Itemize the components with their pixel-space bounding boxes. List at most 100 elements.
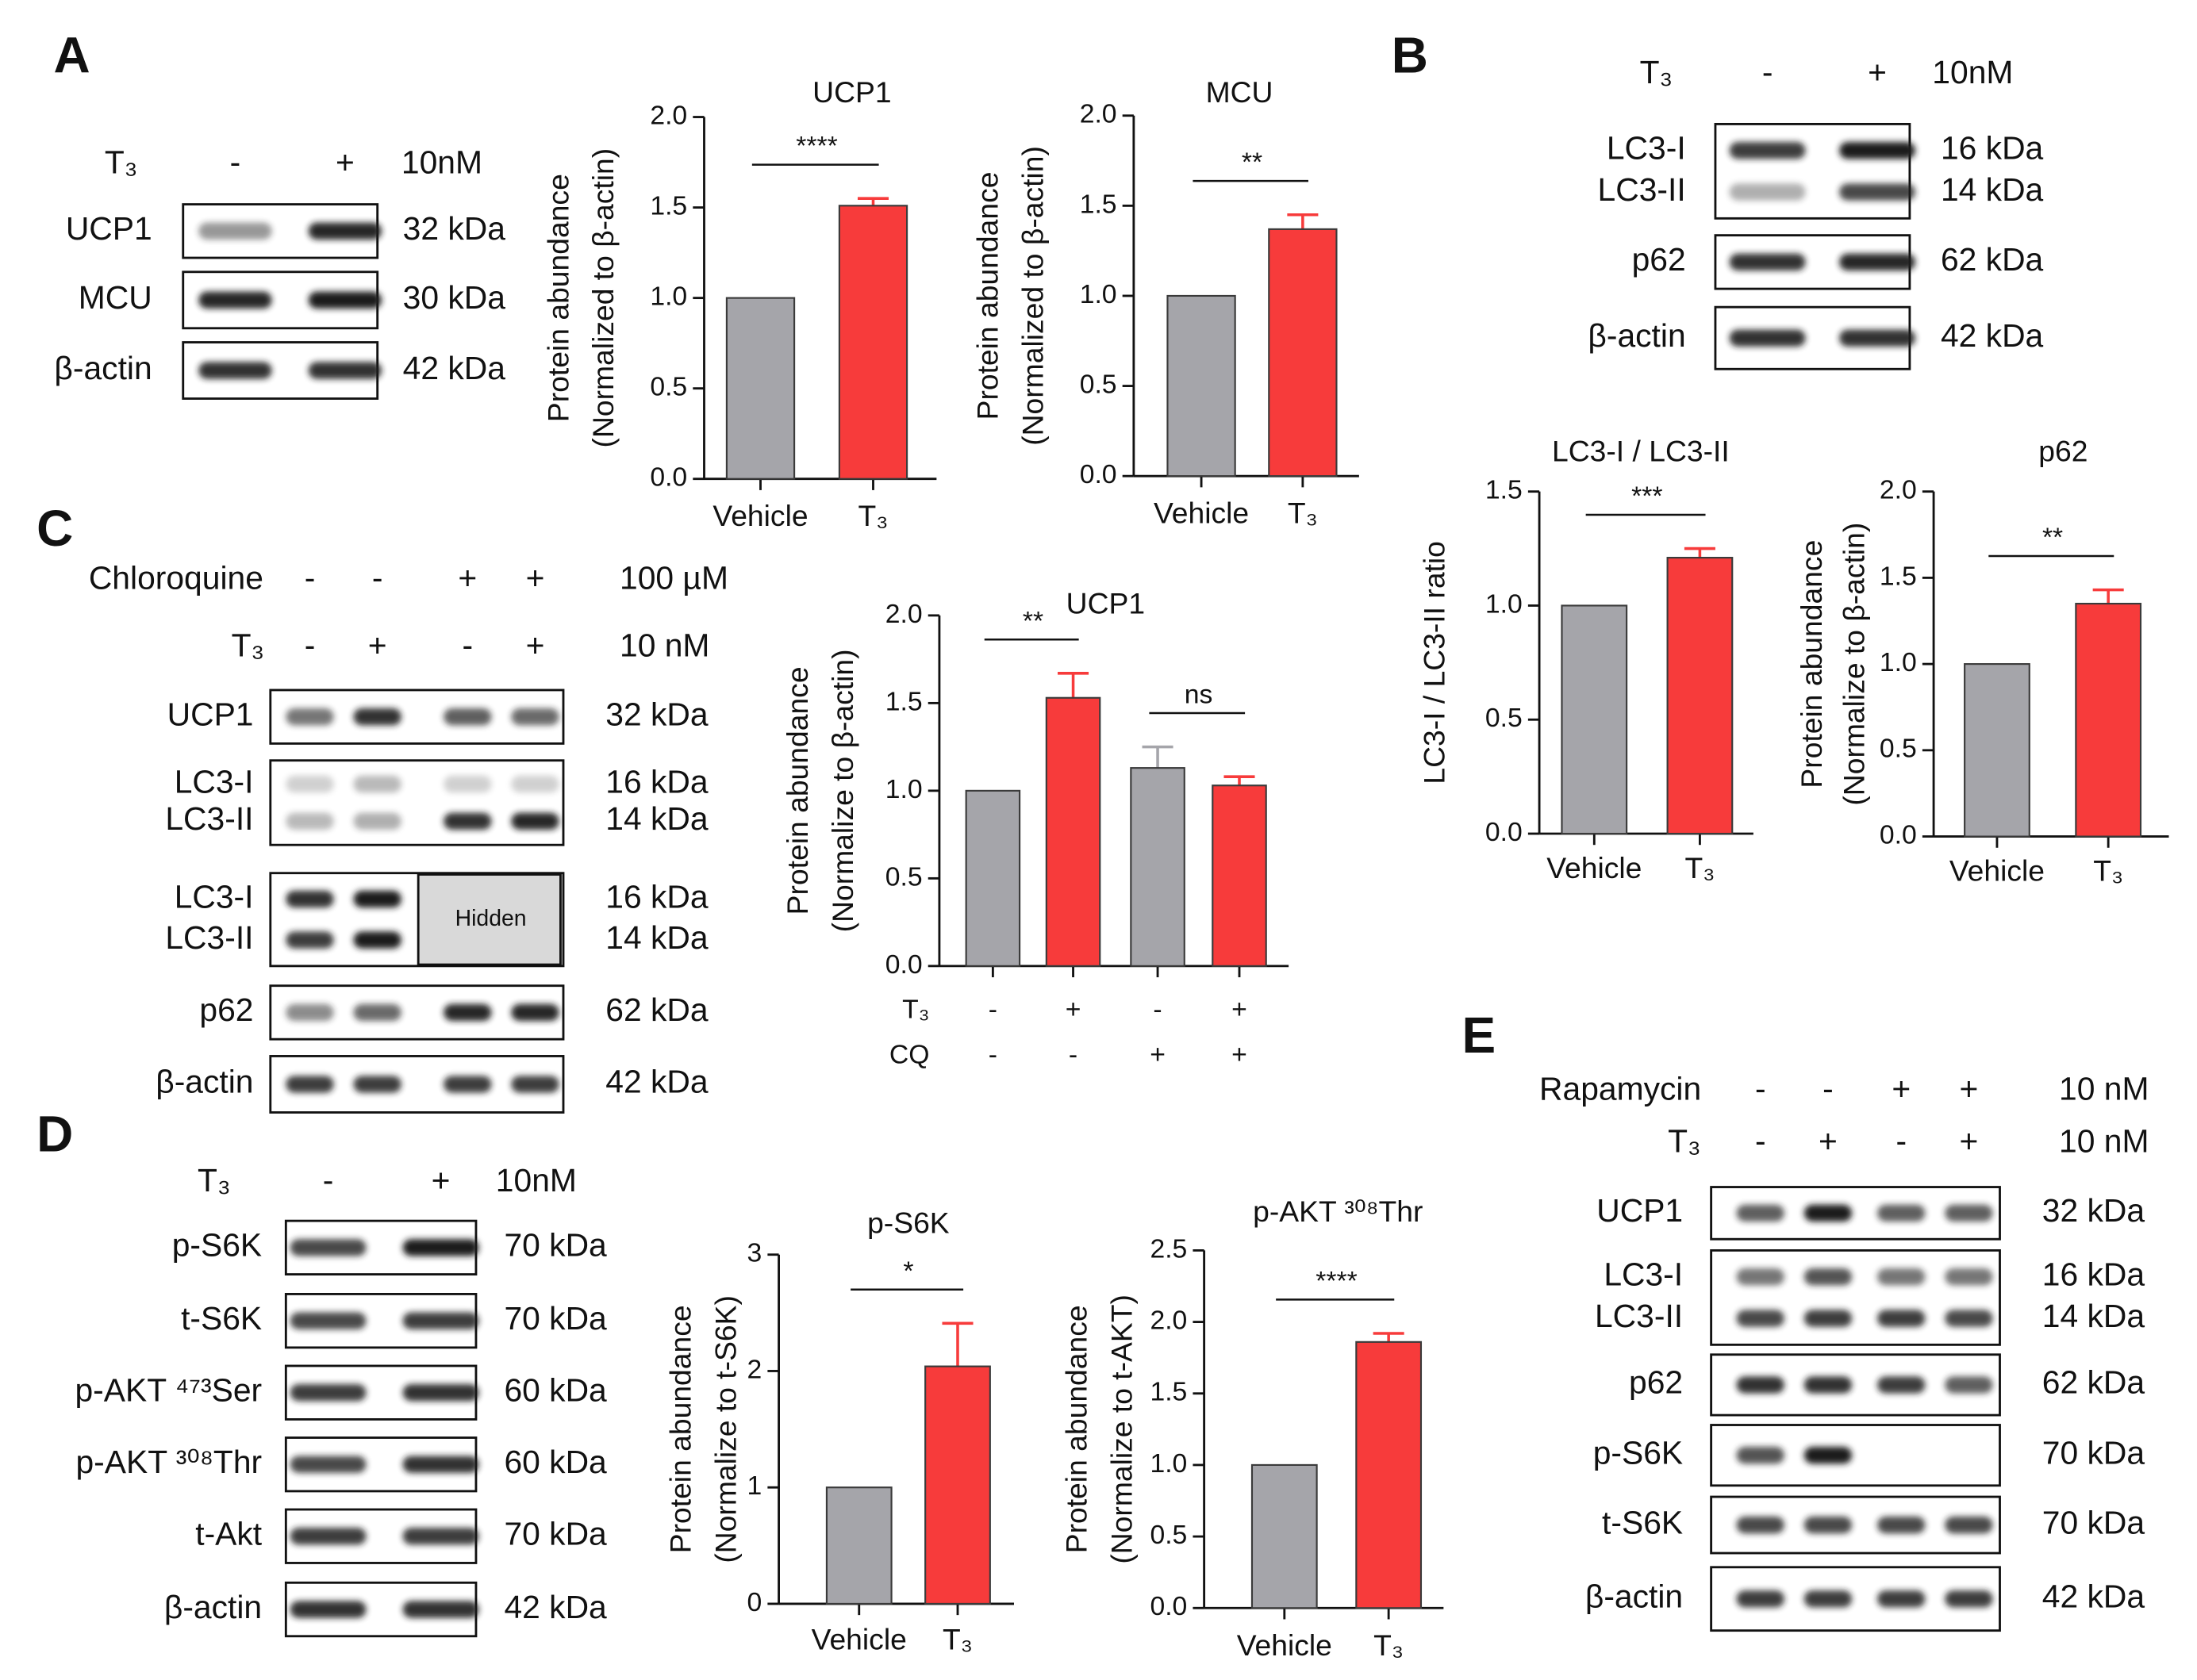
blot-band [198, 222, 272, 240]
y-tick-label: 1.5 [1080, 189, 1117, 219]
blot-band [353, 775, 401, 793]
blot-band [353, 890, 401, 908]
y-tick-label: 1 [747, 1471, 762, 1501]
y-axis-label: LC3-I / LC3-II ratio [1417, 541, 1450, 784]
blot-band [444, 775, 492, 793]
y-tick-label: 2.0 [650, 100, 687, 130]
molecular-weight: 14 kDa [1941, 171, 2044, 208]
blot-band [290, 1384, 367, 1402]
protein-label: β-actin [156, 1064, 253, 1100]
chart-title: LC3-I / LC3-II [1552, 435, 1730, 468]
blot-band [1803, 1310, 1853, 1327]
blot-band [444, 708, 492, 726]
blot-band [198, 291, 272, 309]
y-tick-label: 1.0 [1080, 279, 1117, 309]
blot-band [1736, 1204, 1784, 1222]
condition-mark: + [1150, 1039, 1166, 1069]
y-tick-label: 0.0 [1485, 817, 1523, 847]
blot-band [1803, 1447, 1853, 1464]
blot-band [286, 931, 334, 949]
molecular-weight: 60 kDa [504, 1444, 607, 1480]
panel-letter: B [1392, 27, 1428, 84]
y-tick-label: 0.0 [1080, 459, 1117, 489]
y-tick-label: 0.0 [1880, 819, 1917, 850]
y-tick-label: 1.0 [885, 774, 923, 804]
blot-band [1736, 1516, 1784, 1534]
protein-label: UCP1 [66, 210, 152, 247]
molecular-weight: 70 kDa [504, 1227, 607, 1264]
protein-label: p-AKT ³⁰⁸Thr [75, 1444, 262, 1480]
condition-mark: - [1153, 995, 1162, 1025]
blot-band [402, 1312, 479, 1329]
blot-band [353, 708, 401, 726]
y-tick-label: 1.5 [1485, 475, 1523, 505]
x-tick-label: Vehicle [1237, 1628, 1332, 1662]
protein-label: p-S6K [172, 1227, 262, 1264]
blot-band [198, 362, 272, 379]
blot-band [402, 1528, 479, 1545]
treatment-mark: - [305, 559, 316, 596]
bar [924, 1365, 991, 1605]
molecular-weight: 32 kDa [403, 210, 506, 247]
y-tick-label: 2.0 [1150, 1305, 1187, 1335]
x-tick-label: Vehicle [1949, 854, 2045, 888]
y-axis-label: Protein abundance [781, 666, 814, 915]
molecular-weight: 14 kDa [605, 800, 709, 837]
blot-band [1736, 1447, 1784, 1464]
y-tick-label: 0.5 [1150, 1520, 1187, 1550]
y-tick-label: 0.5 [650, 372, 687, 402]
treatment-concentration: 10 nM [620, 627, 709, 663]
blot-band [511, 775, 559, 793]
protein-label: t-S6K [181, 1300, 262, 1337]
molecular-weight: 70 kDa [504, 1516, 607, 1552]
blot-band [402, 1601, 479, 1618]
protein-label: UCP1 [1596, 1192, 1683, 1229]
y-tick-label: 0.5 [1880, 734, 1917, 764]
hidden-overlay [417, 873, 562, 966]
x-tick-label: T₃ [943, 1623, 973, 1656]
molecular-weight: 14 kDa [605, 919, 709, 956]
blot-band [290, 1601, 367, 1618]
panel-letter: C [36, 500, 73, 557]
y-axis-label: (Normalize to t-S6K) [709, 1295, 743, 1563]
bar [2075, 602, 2142, 838]
treatment-label: Chloroquine [89, 559, 263, 596]
chart-title: p-S6K [867, 1206, 950, 1239]
treatment-mark: + [526, 559, 545, 596]
blot-band [353, 812, 401, 830]
y-tick-label: 1.0 [1880, 647, 1917, 677]
treatment-label: T₃ [198, 1162, 231, 1199]
treatment-mark: + [1960, 1071, 1979, 1107]
blot-band [1736, 1590, 1784, 1608]
blot-band [444, 1076, 492, 1093]
panel-letter: D [36, 1105, 73, 1162]
y-axis-label: Protein abundance [664, 1305, 697, 1553]
blot-band [286, 890, 334, 908]
condition-name: T₃ [902, 995, 929, 1025]
molecular-weight: 70 kDa [504, 1300, 607, 1337]
molecular-weight: 42 kDa [605, 1064, 709, 1100]
blot-band [444, 1003, 492, 1022]
protein-label: p62 [199, 992, 253, 1028]
protein-label: p-AKT ⁴⁷³Ser [75, 1371, 262, 1408]
bar [1045, 696, 1101, 967]
blot-frame [269, 759, 565, 846]
condition-mark: + [1231, 995, 1247, 1025]
blot-band [1803, 1590, 1853, 1608]
significance-label: ns [1185, 680, 1213, 710]
y-tick-label: 0.0 [650, 462, 687, 493]
molecular-weight: 16 kDa [2042, 1256, 2145, 1292]
y-axis-label: Protein abundance [1795, 540, 1828, 788]
blot-band [1736, 1376, 1784, 1394]
treatment-label: T₃ [232, 627, 265, 663]
treatment-mark: - [1755, 1122, 1766, 1159]
blot-band [1945, 1516, 1993, 1534]
x-tick-label: T₃ [858, 499, 889, 532]
treatment-mark: + [526, 627, 545, 663]
bar [725, 297, 796, 480]
blot-band [1729, 329, 1806, 347]
blot-frame [1714, 122, 1911, 220]
blot-band [1945, 1376, 1993, 1394]
